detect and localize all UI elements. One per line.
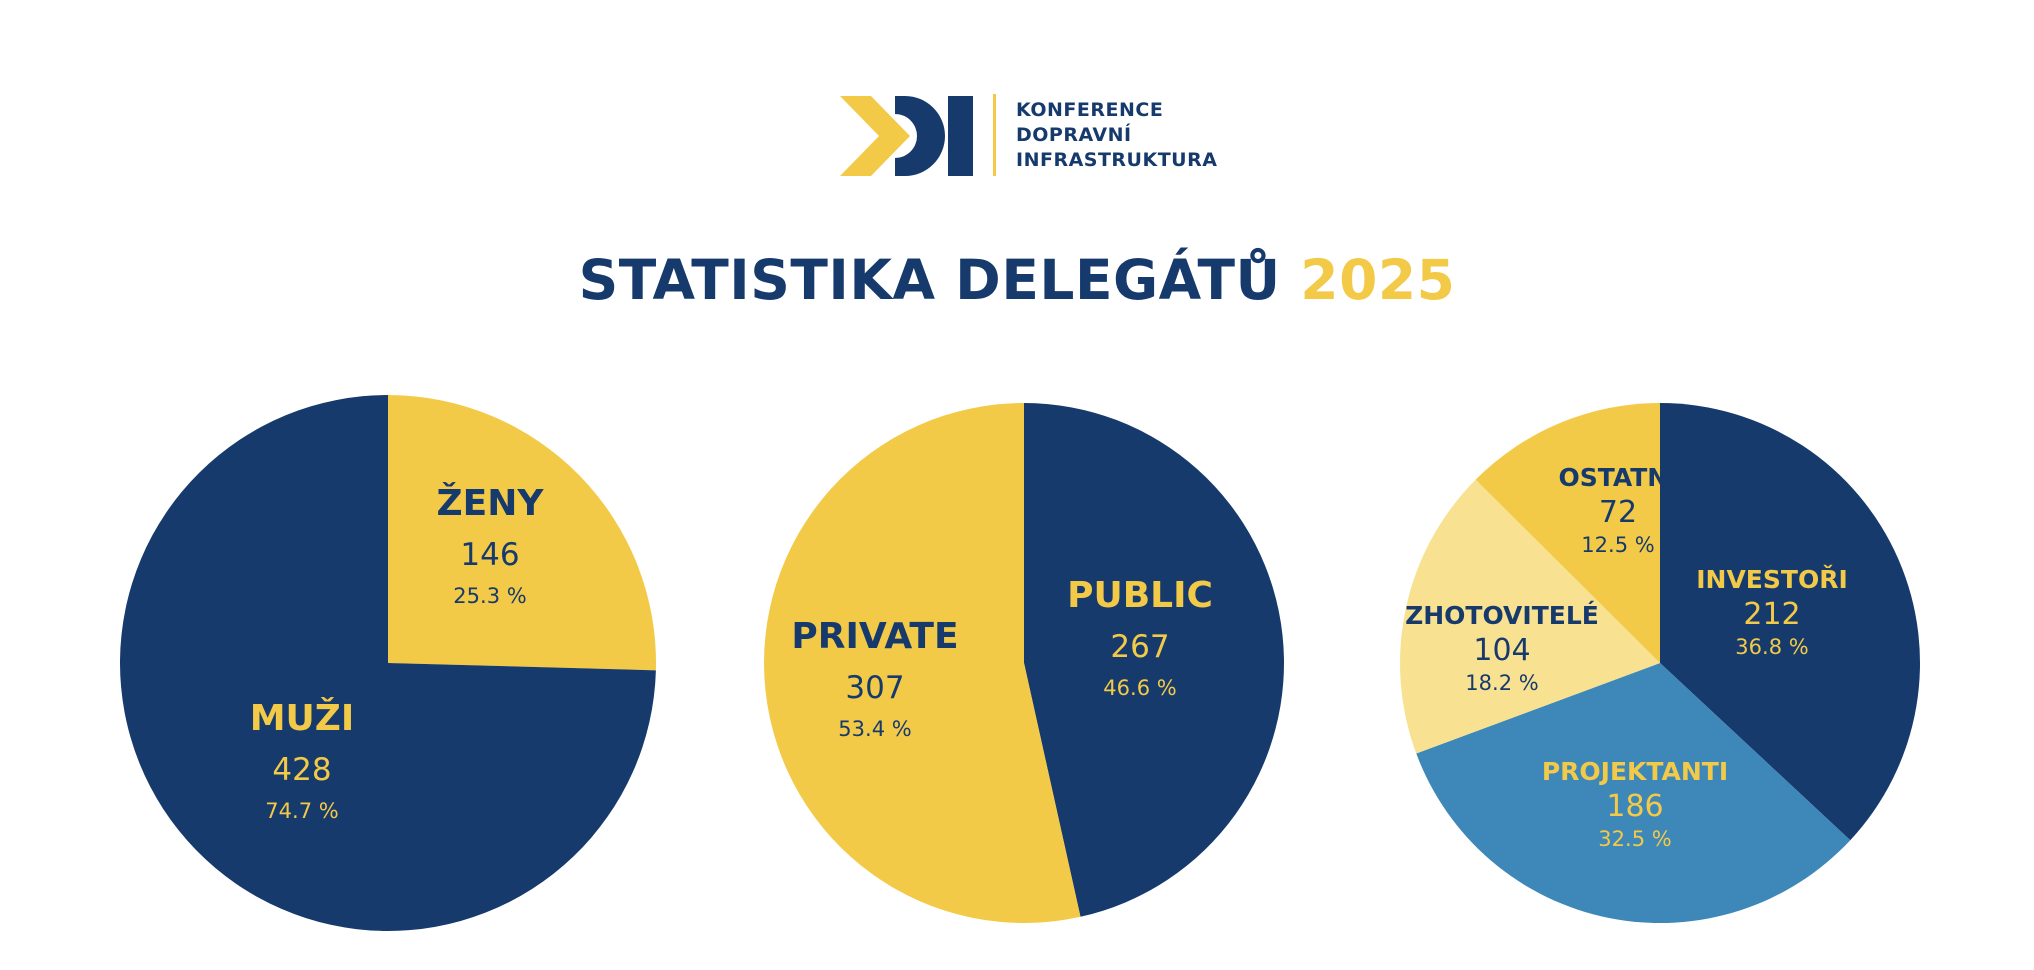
slice-value-label: 428: [272, 752, 331, 788]
page-title: STATISTIKA DELEGÁTŮ 2025: [0, 248, 2034, 312]
slice-value-label: 212: [1743, 597, 1800, 632]
slice-percent-label: 74.7 %: [265, 799, 338, 823]
slice-value-label: 267: [1110, 629, 1169, 665]
slice-percent-label: 25.3 %: [453, 584, 526, 608]
slice-value-label: 146: [460, 537, 519, 573]
logo-line-3: INFRASTRUKTURA: [1016, 149, 1218, 171]
pie-3-label-1: INVESTOŘI 212 36.8 %: [1696, 565, 1848, 659]
slice-percent-label: 32.5 %: [1598, 827, 1671, 851]
pie-1-slice-2: [120, 395, 656, 931]
header: KONFERENCE DOPRAVNÍ INFRASTRUKTURA STATI…: [0, 0, 2034, 320]
slice-category-label: ZHOTOVITELÉ: [1405, 601, 1599, 630]
pie-3-label-3: ZHOTOVITELÉ 104 18.2 %: [1405, 601, 1599, 695]
title-text: STATISTIKA DELEGÁTŮ: [578, 248, 1281, 312]
slice-category-label: PROJEKTANTI: [1542, 757, 1728, 786]
slice-value-label: 307: [845, 670, 904, 706]
slice-category-label: OSTATNÍ: [1558, 463, 1677, 492]
slice-percent-label: 36.8 %: [1735, 635, 1808, 659]
pie-2-label-2: PRIVATE 307 53.4 %: [791, 616, 958, 741]
logo-mark: [840, 94, 996, 176]
logo-text: KONFERENCE DOPRAVNÍ INFRASTRUKTURA: [1016, 98, 1217, 173]
slice-value-label: 186: [1606, 789, 1663, 824]
slice-category-label: INVESTOŘI: [1696, 565, 1848, 594]
logo-line-1: KONFERENCE: [1016, 99, 1164, 121]
logo-divider: [993, 94, 996, 176]
slice-category-label: MUŽI: [250, 697, 355, 739]
pie-3-slice-3: [1400, 479, 1660, 754]
logo-line-2: DOPRAVNÍ: [1016, 124, 1132, 146]
pie-1-slice-1: [388, 395, 656, 671]
slice-value-label: 72: [1599, 495, 1637, 530]
slice-category-label: PRIVATE: [791, 616, 958, 657]
pie-3-label-2: PROJEKTANTI 186 32.5 %: [1542, 757, 1728, 851]
slice-value-label: 104: [1473, 633, 1530, 668]
logo-i-icon: [948, 96, 973, 176]
title-year: 2025: [1300, 248, 1456, 312]
pie-3-slice-1: [1660, 403, 1920, 841]
pie-3-label-4: OSTATNÍ 72 12.5 %: [1558, 463, 1677, 557]
slice-percent-label: 46.6 %: [1103, 676, 1176, 700]
pie-3-slice-2: [1416, 663, 1851, 923]
slice-percent-label: 18.2 %: [1465, 671, 1538, 695]
pie-1-label-1: ŽENY 146 25.3 %: [437, 482, 545, 608]
logo-chevron-icon: [840, 96, 910, 176]
slice-percent-label: 53.4 %: [838, 717, 911, 741]
pie-2-label-1: PUBLIC 267 46.6 %: [1067, 575, 1213, 700]
logo-d-icon: [895, 96, 945, 176]
slice-category-label: ŽENY: [437, 482, 545, 524]
pie-2-slice-2: [764, 403, 1081, 923]
pie-2-slice-1: [1024, 403, 1285, 917]
pie-3-slice-4: [1475, 403, 1660, 663]
slice-category-label: PUBLIC: [1067, 575, 1213, 616]
slice-percent-label: 12.5 %: [1581, 533, 1654, 557]
pie-1-label-2: MUŽI 428 74.7 %: [250, 697, 355, 823]
